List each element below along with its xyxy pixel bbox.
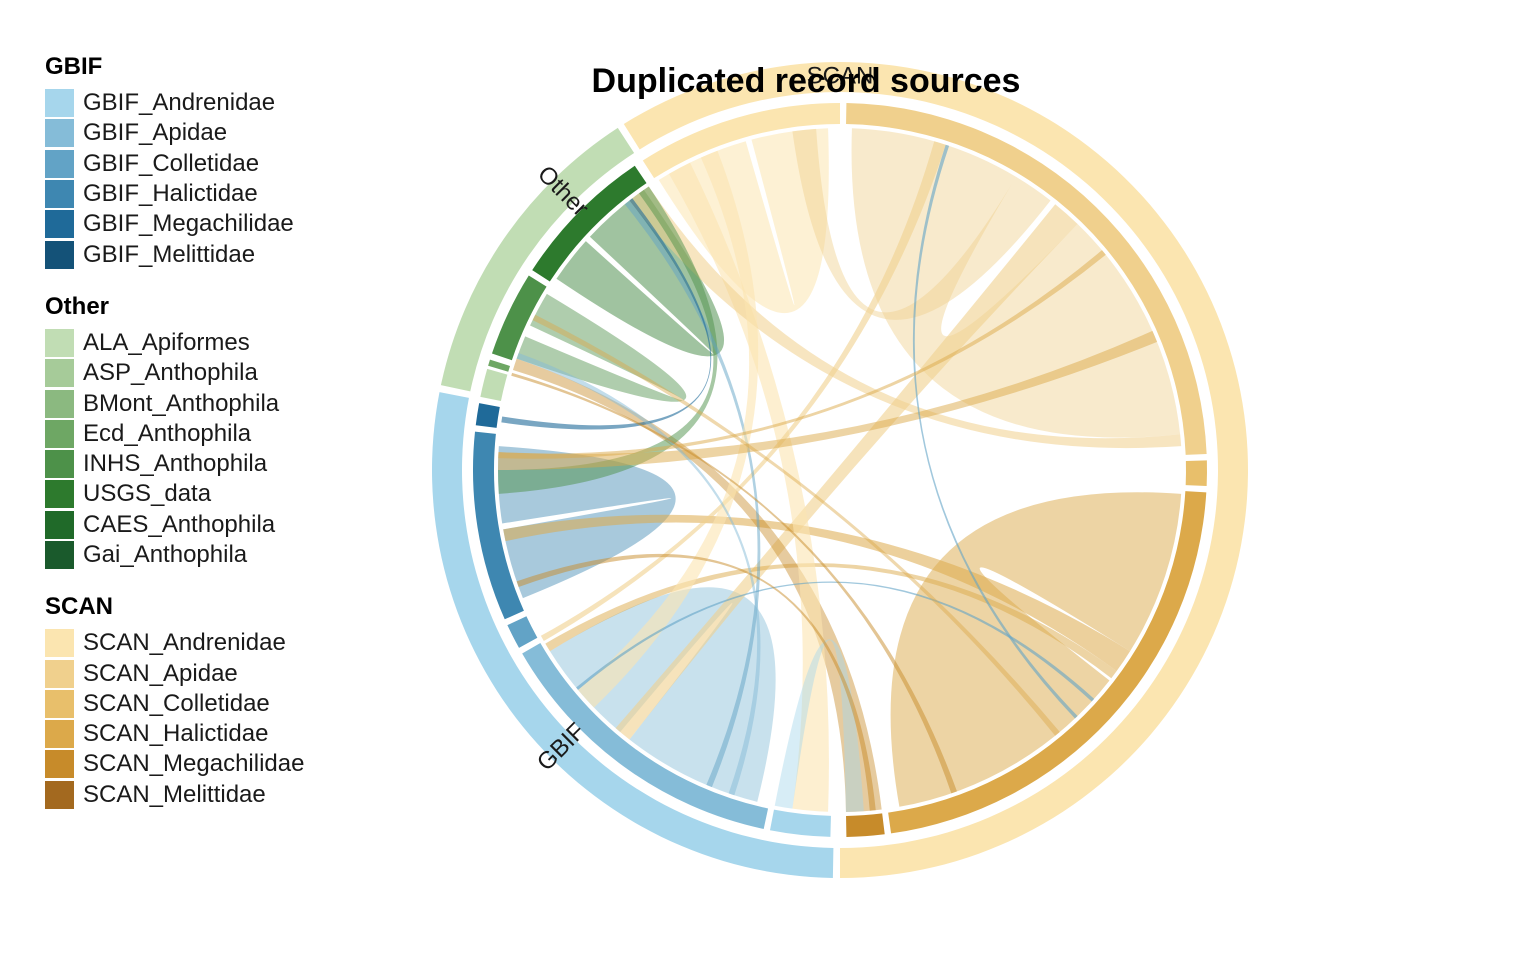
legend-swatch: [45, 689, 74, 718]
legend-group-title: Other: [45, 292, 110, 320]
sector-arc: [769, 809, 831, 837]
legend-label: ALA_Apiformes: [83, 328, 250, 356]
legend-swatch: [45, 389, 74, 418]
legend-label: SCAN_Megachilidae: [83, 750, 305, 778]
chord-ribbon: [503, 514, 1131, 672]
legend-swatch: [45, 119, 74, 148]
legend-swatch: [45, 180, 74, 209]
legend-item: SCAN_Colletidae: [45, 689, 385, 719]
legend-item: INHS_Anthophila: [45, 449, 385, 479]
legend-group-scan: SCAN SCAN_Andrenidae SCAN_Apidae SCAN_Colle…: [45, 592, 385, 810]
legend-swatch: [45, 240, 74, 269]
legend-label: INHS_Anthophila: [83, 450, 268, 478]
legend-item: CAES_Anthophila: [45, 510, 385, 540]
legend-swatch: [45, 750, 74, 779]
legend-item: Gai_Anthophila: [45, 540, 385, 570]
legend-item: ASP_Anthophila: [45, 358, 385, 388]
sector-arc: [642, 103, 840, 179]
legend-item: GBIF_Apidae: [45, 118, 385, 148]
legend-label: USGS_data: [83, 480, 212, 508]
legend-label: GBIF_Apidae: [83, 119, 228, 147]
legend-label: SCAN_Colletidae: [83, 689, 270, 717]
sector-arc: [475, 403, 500, 428]
legend-item: Ecd_Anthophila: [45, 419, 385, 449]
legend-label: GBIF_Andrenidae: [83, 89, 276, 117]
legend-item: USGS_data: [45, 479, 385, 509]
chord-ribbon: [549, 587, 776, 802]
legend-group-gbif: GBIF GBIF_Andrenidae GBIF_Apidae GBIF_Colle…: [45, 52, 385, 270]
chord-ribbon: [615, 204, 1078, 740]
legend-swatch: [45, 359, 74, 388]
legend-item: ALA_Apiformes: [45, 328, 385, 358]
legend-item: GBIF_Melittidae: [45, 239, 385, 269]
chord-ribbon: [576, 581, 1095, 702]
legend-swatch: [45, 328, 74, 357]
legend-item: SCAN_Halictidae: [45, 719, 385, 749]
sector-arc: [1185, 460, 1208, 487]
group-label-scan: SCAN: [807, 62, 874, 89]
legend-label: SCAN_Halictidae: [83, 720, 269, 748]
legend-item: GBIF_Colletidae: [45, 149, 385, 179]
chart-title: Duplicated record sources: [592, 62, 1021, 100]
sector-arc: [522, 643, 769, 829]
legend-item: SCAN_Apidae: [45, 658, 385, 688]
legend-swatch: [45, 480, 74, 509]
legend-swatch: [45, 210, 74, 239]
legend-swatch: [45, 720, 74, 749]
legend-label: SCAN_Apidae: [83, 659, 238, 687]
sector-arc: [473, 431, 524, 620]
legend-swatch: [45, 541, 74, 569]
sector-arc: [480, 368, 508, 402]
legend-label: GBIF_Halictidae: [83, 180, 258, 208]
chord-ribbon: [658, 128, 829, 314]
chord-ribbon: [556, 189, 725, 357]
ribbon-layer: [498, 128, 1182, 812]
legend-label: BMont_Anthophila: [83, 389, 280, 417]
legend-label: SCAN_Andrenidae: [83, 629, 286, 657]
sector-arc: [488, 359, 511, 372]
legend-swatch: [45, 510, 74, 539]
sector-arc: [888, 491, 1207, 834]
legend-group-other: Other ALA_Apiformes ASP_Anthophila BMont_An…: [45, 292, 385, 570]
legend-swatch: [45, 780, 74, 809]
sector-arc: [491, 275, 547, 361]
legend-swatch: [45, 149, 74, 178]
sector-arc: [532, 165, 647, 282]
legend-group-title: GBIF: [45, 53, 103, 80]
legend-item: GBIF_Halictidae: [45, 179, 385, 209]
outer-group-ring: [432, 62, 1248, 878]
sector-arc: [507, 616, 538, 648]
sector-ring: [473, 103, 1208, 837]
legend-label: Ecd_Anthophila: [83, 419, 252, 447]
chord-ribbon: [774, 639, 864, 812]
legend: GBIF GBIF_Andrenidae GBIF_Apidae GBIF_Colle…: [45, 52, 385, 832]
legend-item: SCAN_Andrenidae: [45, 628, 385, 658]
legend-item: GBIF_Andrenidae: [45, 88, 385, 118]
chord-ribbon: [792, 128, 1051, 320]
chord-ribbon: [516, 293, 687, 402]
legend-swatch: [45, 450, 74, 479]
sector-arc: [846, 103, 1207, 455]
legend-item: SCAN_Melittidae: [45, 780, 385, 810]
legend-swatch: [45, 659, 74, 688]
group-arc-other: [440, 127, 635, 392]
sector-arc: [846, 813, 885, 837]
legend-item: BMont_Anthophila: [45, 388, 385, 418]
legend-label: SCAN_Melittidae: [83, 780, 266, 808]
legend-group-title: SCAN: [45, 593, 114, 621]
legend-item: SCAN_Megachilidae: [45, 749, 385, 779]
legend-label: Gai_Anthophila: [83, 541, 248, 568]
legend-item: GBIF_Megachilidae: [45, 209, 385, 239]
legend-label: GBIF_Melittidae: [83, 240, 256, 268]
legend-label: GBIF_Colletidae: [83, 149, 260, 177]
legend-swatch: [45, 89, 74, 118]
legend-label: GBIF_Megachilidae: [83, 210, 294, 238]
legend-swatch: [45, 419, 74, 448]
legend-label: CAES_Anthophila: [83, 510, 276, 538]
chord-ribbon: [669, 162, 829, 812]
legend-label: ASP_Anthophila: [83, 359, 258, 387]
chord-ribbon: [498, 250, 1106, 459]
legend-swatch: [45, 629, 74, 658]
